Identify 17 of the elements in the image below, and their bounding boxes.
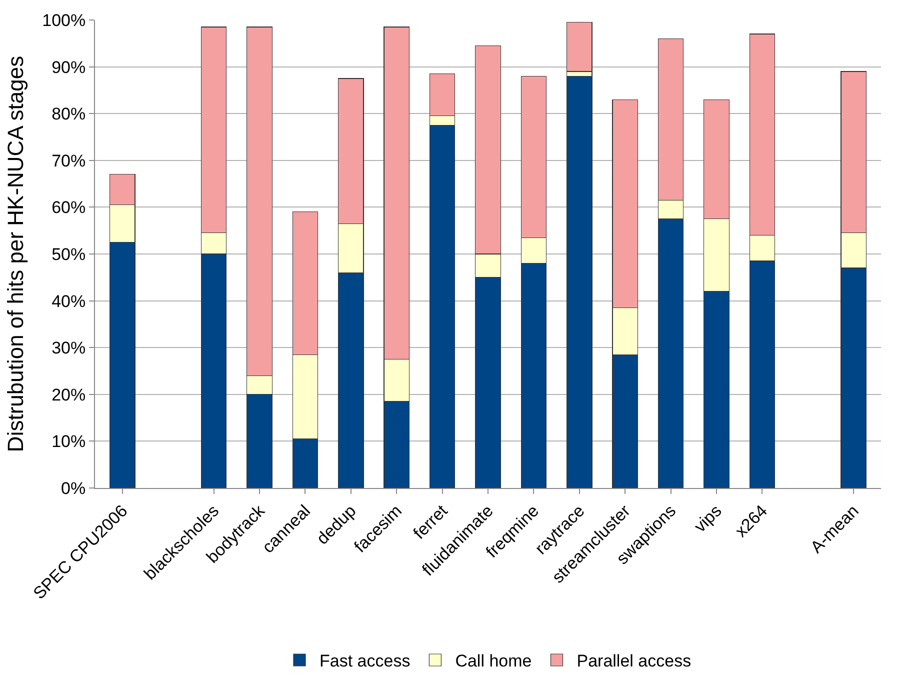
y-tick-label: 50% — [52, 244, 86, 264]
y-tick-label: 20% — [52, 385, 86, 404]
y-tick-label: 40% — [52, 292, 86, 311]
legend-label: Fast access — [320, 652, 410, 671]
y-tick-label: 30% — [52, 338, 86, 358]
y-tick-label: 0% — [61, 478, 86, 498]
y-tick-label: 100% — [42, 10, 86, 30]
y-tick-label: 80% — [52, 104, 86, 124]
y-tick-label: 70% — [52, 151, 86, 170]
bar — [566, 76, 592, 488]
y-tick-label: 10% — [52, 432, 86, 452]
y-tick-label: 90% — [52, 58, 86, 77]
x-tick-label: vips — [690, 501, 726, 536]
y-axis-title: Distrubution of hits per HK-NUCA stages — [2, 56, 28, 452]
legend-label: Call home — [455, 652, 532, 671]
y-tick-label: 60% — [52, 198, 86, 218]
legend-label: Parallel access — [576, 652, 692, 671]
